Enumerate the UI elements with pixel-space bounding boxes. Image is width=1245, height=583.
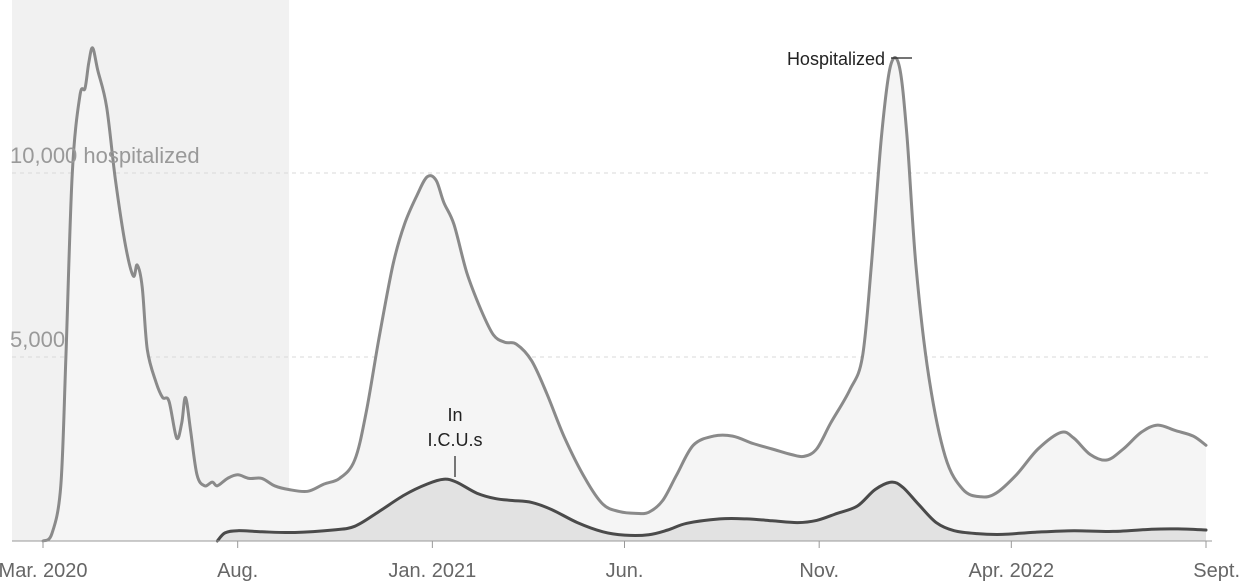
hospitalized-series (41, 46, 1208, 543)
y-tick-label: 10,000 hospitalized (10, 143, 200, 168)
icu-annotation-line-1: In (447, 405, 462, 425)
x-axis: Mar. 2020 Aug. Jan. 2021 Jun. Nov. Apr. 2022 S… (0, 540, 1240, 582)
hospitalized-line (41, 46, 1208, 543)
icu-annotation-line-2: I.C.U.s (427, 430, 482, 450)
y-tick-label: 5,000 (10, 327, 65, 352)
x-tick-label: Mar. 2020 (0, 560, 87, 582)
icu-area (217, 479, 1207, 541)
icu-series (215, 477, 1208, 543)
x-tick-label: Sept. (1193, 560, 1240, 582)
annotations: Hospitalized In I.C.U.s (427, 49, 912, 477)
hospitalized-area (43, 47, 1206, 542)
x-tick-label: Jan. 2021 (388, 560, 476, 582)
y-axis-labels: 5,000 10,000 hospitalized (10, 143, 200, 352)
x-tick-label: Nov. (799, 560, 839, 582)
x-tick-label: Jun. (606, 560, 644, 582)
hospitalized-annotation: Hospitalized (787, 49, 885, 69)
x-tick-label: Apr. 2022 (969, 560, 1055, 582)
icu-line (215, 477, 1208, 543)
gridlines (12, 172, 1212, 358)
x-tick-label: Aug. (217, 560, 258, 582)
